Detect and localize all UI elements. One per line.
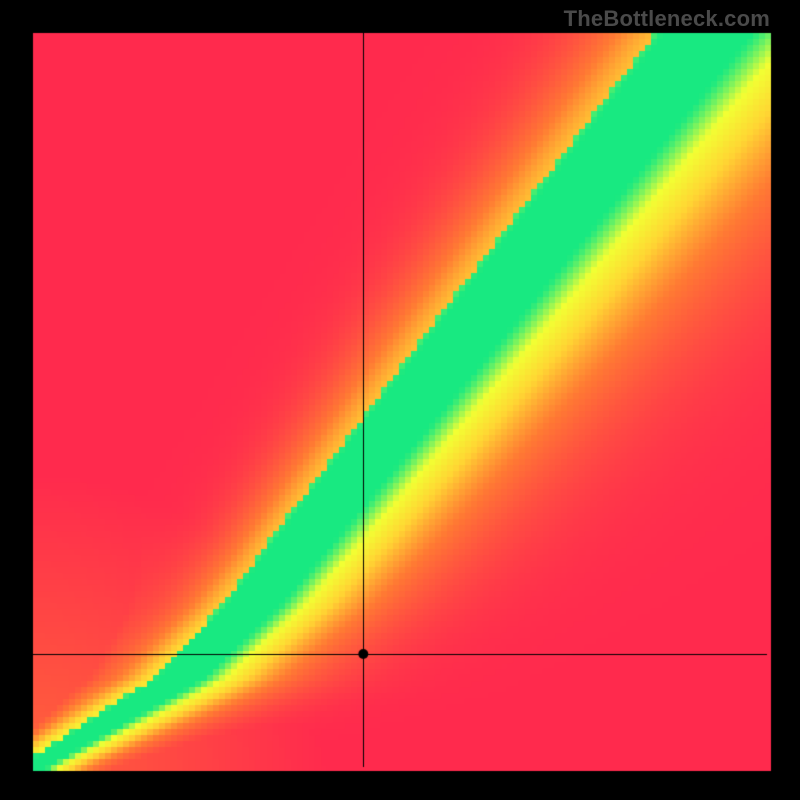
watermark-text: TheBottleneck.com [564, 6, 770, 32]
chart-container: TheBottleneck.com [0, 0, 800, 800]
heatmap-canvas [0, 0, 800, 800]
